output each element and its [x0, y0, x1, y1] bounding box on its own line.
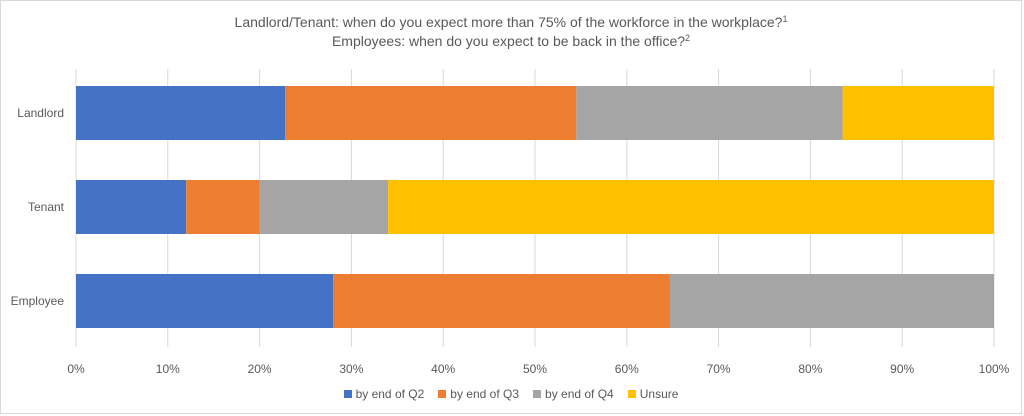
- bar-segment: [259, 180, 389, 234]
- legend-swatch: [533, 390, 542, 398]
- x-tick-label: 50%: [523, 362, 547, 376]
- x-tick-label: 40%: [431, 362, 455, 376]
- chart-title-line-1-footnote: 1: [782, 14, 788, 24]
- x-tick-label: 20%: [248, 362, 272, 376]
- chart-title-line-2: Employees: when do you expect to be back…: [1, 33, 1021, 49]
- bar-segment: [576, 86, 843, 140]
- bar-segment: [669, 274, 994, 328]
- bar-segment: [842, 86, 994, 140]
- legend-swatch: [627, 390, 636, 398]
- chart-title-line-1-text: Landlord/Tenant: when do you expect more…: [234, 14, 783, 30]
- bar-segment: [186, 180, 260, 234]
- bar-segment: [76, 180, 187, 234]
- chart-title-line-2-text: Employees: when do you expect to be back…: [331, 33, 686, 49]
- legend: by end of Q2 by end of Q3 by end of Q4 Unsu…: [1, 387, 1021, 401]
- legend-item: by end of Q2: [343, 387, 425, 401]
- y-category-label: Landlord: [17, 106, 64, 120]
- x-tick-label: 30%: [339, 362, 363, 376]
- chart-title-line-2-footnote: 2: [685, 33, 691, 43]
- bar-segment: [388, 180, 994, 234]
- legend-swatch: [438, 390, 447, 398]
- y-category-label: Employee: [11, 294, 65, 308]
- bar-segment: [76, 86, 286, 140]
- legend-item: Unsure: [627, 387, 679, 401]
- legend-item: by end of Q3: [438, 387, 519, 401]
- legend-label: by end of Q4: [545, 387, 614, 401]
- chart-title-line-1: Landlord/Tenant: when do you expect more…: [1, 14, 1021, 30]
- bar-segment: [333, 274, 670, 328]
- bars: [76, 86, 994, 328]
- x-tick-label: 60%: [615, 362, 639, 376]
- x-tick-label: 0%: [67, 362, 85, 376]
- legend-label: by end of Q2: [355, 387, 425, 401]
- x-tick-label: 90%: [890, 362, 914, 376]
- y-axis-categories: Landlord Tenant Employee: [11, 106, 65, 308]
- x-tick-label: 70%: [707, 362, 731, 376]
- legend-swatch: [343, 390, 352, 398]
- x-tick-label: 10%: [156, 362, 180, 376]
- x-tick-label: 80%: [798, 362, 822, 376]
- x-axis-ticks: 0% 10% 20% 30% 40% 50% 60% 70% 80% 90% 100%: [67, 362, 1009, 376]
- legend-item: by end of Q4: [533, 387, 614, 401]
- bar-segment: [76, 274, 334, 328]
- y-category-label: Tenant: [28, 200, 65, 214]
- x-tick-label: 100%: [979, 362, 1010, 376]
- bar-segment: [285, 86, 577, 140]
- legend-label: Unsure: [639, 387, 679, 401]
- legend-label: by end of Q3: [450, 387, 520, 401]
